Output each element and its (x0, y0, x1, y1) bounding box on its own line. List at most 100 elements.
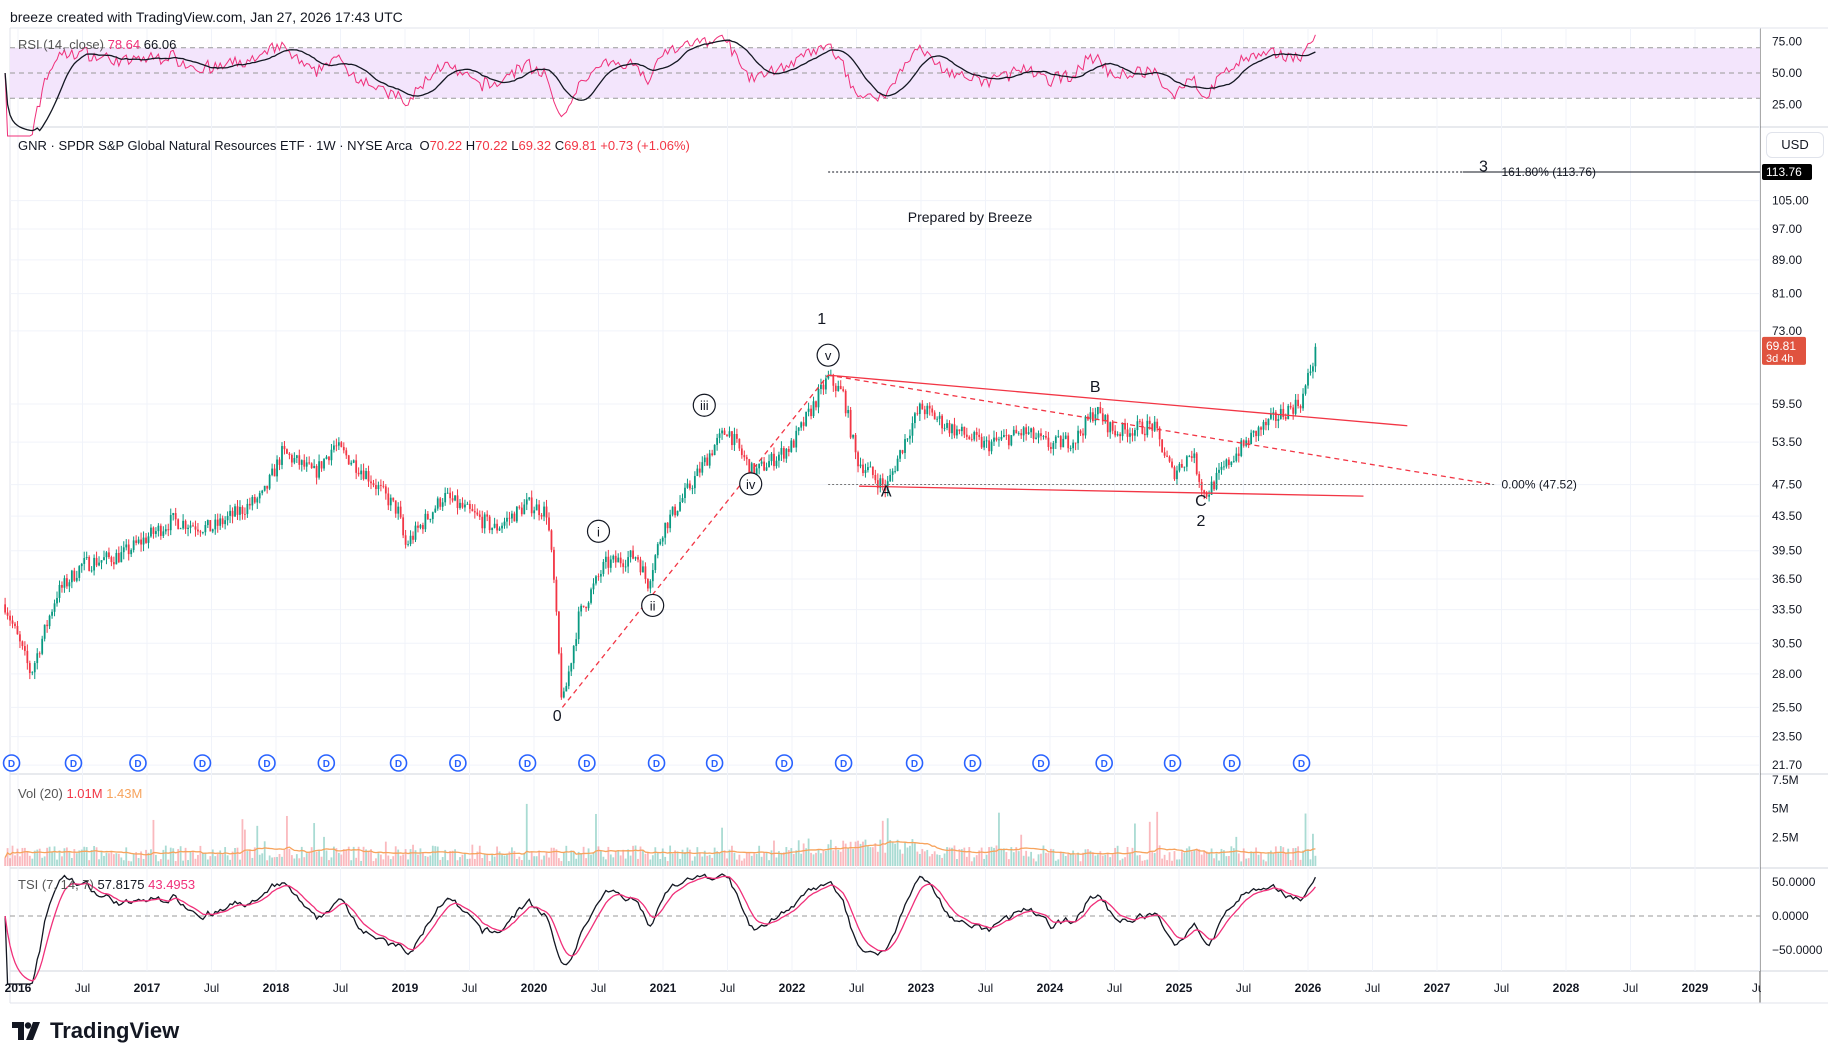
volume-bar (607, 846, 610, 866)
volume-bar (716, 851, 719, 866)
candle-body (244, 513, 246, 515)
candle-body (550, 530, 553, 550)
volume-bar (320, 856, 323, 866)
volume-bar (1148, 821, 1151, 866)
volume-bar (854, 841, 857, 866)
volume-bar (1017, 851, 1020, 866)
volume-bar (1304, 813, 1307, 866)
volume-bar (491, 853, 494, 866)
volume-bar (970, 861, 973, 866)
candle-body (768, 461, 770, 468)
volume-bar (288, 848, 291, 866)
candle-body (1260, 427, 1262, 430)
candle-body (246, 503, 249, 515)
candle-body (975, 432, 978, 435)
volume-bar (48, 846, 51, 866)
volume-bar (115, 853, 118, 866)
candle-body (1138, 421, 1141, 423)
candle-body (216, 519, 219, 526)
volume-bar (698, 853, 701, 866)
candle-body (407, 544, 409, 545)
volume-bar (1230, 846, 1233, 866)
volume-bar (795, 850, 798, 866)
dividend-marker-icon (317, 754, 336, 772)
candle-body (800, 422, 803, 428)
candle-body (931, 408, 934, 413)
volume-bar (800, 853, 803, 866)
volume-bar (290, 855, 293, 866)
candle-body (298, 455, 301, 465)
volume-bar (1104, 854, 1107, 866)
volume-bar (439, 859, 442, 866)
candle-body (844, 390, 847, 414)
candle-body (580, 605, 583, 612)
currency-button[interactable]: USD (1766, 132, 1824, 158)
candle-body (1020, 433, 1023, 436)
candle-body (164, 529, 167, 532)
candle-body (320, 461, 323, 469)
volume-bar (696, 847, 699, 866)
candle-body (1074, 442, 1077, 444)
volume-bar (582, 846, 585, 866)
candle-body (941, 415, 943, 429)
candle-body (607, 556, 610, 568)
volume-bar (278, 854, 281, 866)
volume-bar (1022, 855, 1025, 866)
volume-bar (422, 852, 424, 866)
high-value: 70.22 (475, 138, 508, 153)
candle-body (219, 518, 222, 526)
volume-bar (1069, 853, 1072, 866)
volume-bar (23, 847, 26, 866)
volume-legend: Vol (20) 1.01M 1.43M (18, 786, 142, 801)
volume-bar (614, 851, 617, 866)
symbol-title[interactable]: GNR · SPDR S&P Global Natural Resources … (18, 138, 413, 153)
volume-bar (1126, 846, 1129, 866)
dividend-marker-icon (518, 754, 537, 772)
candle-body (461, 502, 464, 508)
volume-bar (1153, 853, 1156, 866)
candle-body (424, 513, 427, 530)
candle-body (352, 460, 355, 463)
candle-body (199, 531, 202, 533)
candle-body (1143, 433, 1146, 436)
candle-body (973, 432, 976, 440)
time-axis-label: 2016 (5, 981, 32, 995)
volume-bar (70, 857, 73, 866)
volume-bar (194, 858, 197, 866)
last-price-label: 69.81 (1766, 339, 1796, 353)
volume-bar (108, 853, 110, 866)
volume-bar (867, 846, 869, 866)
volume-bar (975, 855, 978, 866)
volume-bar (797, 840, 800, 866)
volume-bar (980, 847, 983, 866)
candle-body (995, 437, 998, 441)
candle-body (169, 515, 172, 531)
volume-bar (184, 847, 187, 866)
candle-body (1030, 428, 1032, 433)
volume-bar (627, 849, 630, 866)
price-axis-label: 73.00 (1772, 324, 1802, 338)
volume-bar (792, 853, 795, 866)
volume-bar (295, 854, 298, 866)
volume-bar (263, 841, 266, 866)
tradingview-logo[interactable]: TradingView (12, 1018, 179, 1044)
candle-body (1109, 422, 1112, 433)
candle-body (1084, 416, 1087, 436)
candle-body (852, 434, 854, 438)
volume-bar (483, 853, 486, 866)
volume-bar (1302, 850, 1304, 866)
candle-body (572, 645, 575, 664)
candle-body (98, 562, 100, 566)
volume-bar (224, 847, 227, 866)
candle-body (337, 442, 340, 446)
volume-bar (960, 849, 963, 866)
candle-body (518, 506, 521, 508)
candle-body (689, 483, 691, 489)
candle-body (468, 503, 471, 509)
candle-body (43, 624, 46, 639)
volume-bar (167, 859, 170, 866)
rsi-label: RSI (14, close) (18, 37, 104, 52)
candle-body (745, 457, 748, 460)
volume-bar (646, 852, 649, 866)
